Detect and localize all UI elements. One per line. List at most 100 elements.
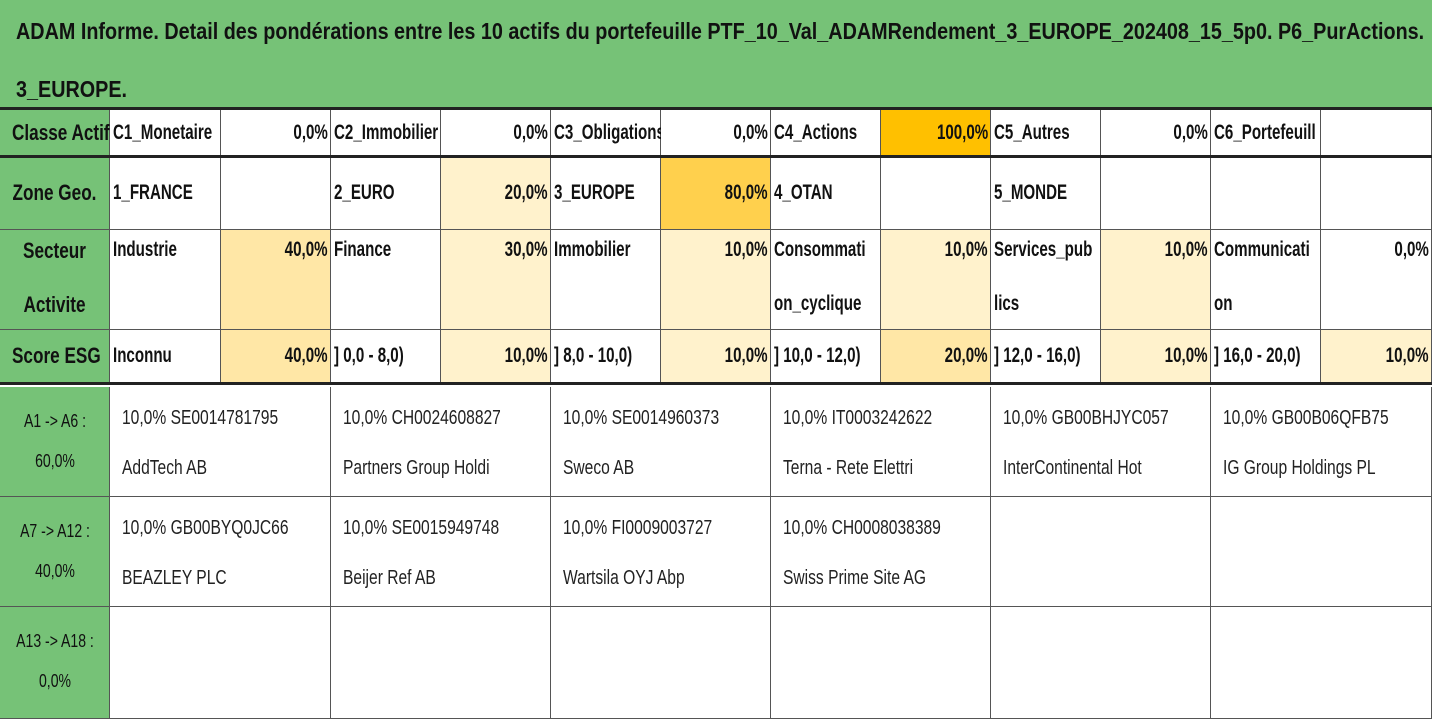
category-weight: 10,0%	[1386, 344, 1429, 367]
category-name-cell: C2_Immobilier	[331, 110, 441, 157]
category-name-cell: Consommati on_cyclique	[771, 230, 881, 330]
category-name: ] 10,0 - 12,0)	[774, 344, 861, 367]
category-name-cell: 1_FRANCE	[110, 157, 221, 230]
category-weight-cell	[881, 157, 991, 230]
category-weight-cell: 10,0%	[881, 230, 991, 330]
category-name-line1: Communicati	[1214, 238, 1310, 261]
category-weight: 10,0%	[1165, 344, 1208, 367]
asset-cell: 10,0% SE0014781795 AddTech AB	[110, 387, 331, 497]
asset-cell: 10,0% GB00B06QFB75 IG Group Holdings PL	[1211, 387, 1432, 497]
asset-cell	[771, 607, 991, 719]
category-weight: 0,0%	[733, 120, 768, 144]
category-name-cell: Communicati on	[1211, 230, 1321, 330]
category-name-cell: C3_Obligations	[551, 110, 665, 157]
category-weight: 30,0%	[505, 238, 548, 261]
asset-group-total: 40,0%	[35, 561, 75, 581]
category-weight-cell: 10,0%	[441, 330, 551, 384]
category-name-cell: Inconnu	[110, 330, 221, 384]
asset-weight-isin: 10,0% IT0003242622	[783, 407, 933, 429]
asset-weight-isin: 10,0% CH0008038389	[783, 517, 941, 539]
section-divider	[0, 382, 1432, 385]
category-weight-cell: 10,0%	[661, 230, 771, 330]
asset-cell: 10,0% CH0024608827 Partners Group Holdi	[331, 387, 551, 497]
asset-weight-isin: 10,0% GB00BHJYC057	[1003, 407, 1169, 429]
category-weight-cell: 40,0%	[221, 230, 331, 330]
asset-weight-isin: 10,0% SE0015949748	[343, 517, 500, 539]
asset-cell: 10,0% IT0003242622 Terna - Rete Elettri	[771, 387, 991, 497]
asset-cell	[991, 607, 1211, 719]
category-name: ] 0,0 - 8,0)	[334, 344, 404, 367]
category-weight: 80,0%	[725, 180, 768, 204]
asset-name: InterContinental Hot	[1003, 457, 1142, 479]
asset-cell: 10,0% SE0014960373 Sweco AB	[551, 387, 771, 497]
category-name-cell: C1_Monetaire	[110, 110, 221, 157]
category-weight: 40,0%	[285, 238, 328, 261]
category-name: C5_Autres	[994, 120, 1070, 144]
category-name: C6_Portefeuill	[1214, 120, 1316, 144]
row-header-label-line2: Activite	[23, 292, 86, 317]
category-name-line1: Services_pub	[994, 238, 1093, 261]
row-header-3: Score ESG	[0, 330, 110, 384]
asset-weight-isin: 10,0% CH0024608827	[343, 407, 501, 429]
category-weight-cell: 0,0%	[441, 110, 551, 157]
category-name-cell: Finance	[331, 230, 441, 330]
category-weight-cell	[1101, 157, 1211, 230]
asset-cell: 10,0% SE0015949748 Beijer Ref AB	[331, 497, 551, 607]
category-weight: 10,0%	[725, 238, 768, 261]
category-name-line1: Finance	[334, 238, 392, 261]
asset-cell	[331, 607, 551, 719]
category-weight: 0,0%	[513, 120, 548, 144]
asset-name: BEAZLEY PLC	[122, 567, 227, 589]
category-name-cell: 3_EUROPE	[551, 157, 661, 230]
asset-group-header: A7 -> A12 : 40,0%	[0, 497, 110, 607]
category-name: C3_Obligations	[554, 120, 665, 144]
category-name-line2: on_cyclique	[774, 292, 862, 315]
category-weight-cell: 0,0%	[661, 110, 771, 157]
category-name-cell: 4_OTAN	[771, 157, 881, 230]
row-header-2: Secteur Activite	[0, 230, 110, 330]
asset-weight-isin: 10,0% GB00BYQ0JC66	[122, 517, 289, 539]
asset-group-range: A13 -> A18 :	[16, 631, 94, 651]
category-weight: 0,0%	[293, 120, 328, 144]
category-name: ] 8,0 - 10,0)	[554, 344, 633, 367]
category-weight-cell	[221, 157, 331, 230]
category-name: ] 16,0 - 20,0)	[1214, 344, 1301, 367]
asset-name: Partners Group Holdi	[343, 457, 490, 479]
category-weight: 0,0%	[1173, 120, 1208, 144]
category-name: C2_Immobilier	[334, 120, 439, 144]
category-weight-cell: 80,0%	[661, 157, 771, 230]
category-weight-cell: 20,0%	[881, 330, 991, 384]
category-weight-cell	[1321, 110, 1432, 157]
asset-group-header: A1 -> A6 : 60,0%	[0, 387, 110, 497]
asset-name: AddTech AB	[122, 457, 207, 479]
asset-cell: 10,0% GB00BHJYC057 InterContinental Hot	[991, 387, 1211, 497]
asset-group-range: A7 -> A12 :	[20, 521, 90, 541]
category-name-cell: ] 16,0 - 20,0)	[1211, 330, 1321, 384]
category-weight-cell: 0,0%	[1321, 230, 1432, 330]
category-weight: 0,0%	[1394, 238, 1429, 261]
category-weight-cell: 30,0%	[441, 230, 551, 330]
category-name-cell: C6_Portefeuill	[1211, 110, 1321, 157]
category-name-cell: ] 0,0 - 8,0)	[331, 330, 441, 384]
category-name-line2: on	[1214, 292, 1233, 315]
category-name: 1_FRANCE	[113, 180, 193, 204]
category-name-cell: Industrie	[110, 230, 221, 330]
asset-weight-isin: 10,0% GB00B06QFB75	[1223, 407, 1389, 429]
asset-cell: 10,0% GB00BYQ0JC66 BEAZLEY PLC	[110, 497, 331, 607]
asset-cell: 10,0% CH0008038389 Swiss Prime Site AG	[771, 497, 991, 607]
asset-group-total: 0,0%	[38, 671, 72, 691]
asset-weight-isin: 10,0% SE0014960373	[563, 407, 720, 429]
category-name: 4_OTAN	[774, 180, 833, 204]
row-header-label: Zone Geo.	[12, 179, 97, 205]
category-name: C4_Actions	[774, 120, 858, 144]
category-name-line2: lics	[994, 292, 1020, 315]
category-weight: 100,0%	[936, 120, 988, 144]
report-title-line1: ADAM Informe. Detail des pondérations en…	[16, 18, 1425, 44]
category-name: Inconnu	[113, 344, 172, 367]
category-name-cell: 5_MONDE	[991, 157, 1101, 230]
category-weight-cell: 100,0%	[881, 110, 991, 157]
category-name-line1: Industrie	[113, 238, 177, 261]
category-name: 5_MONDE	[994, 180, 1068, 204]
